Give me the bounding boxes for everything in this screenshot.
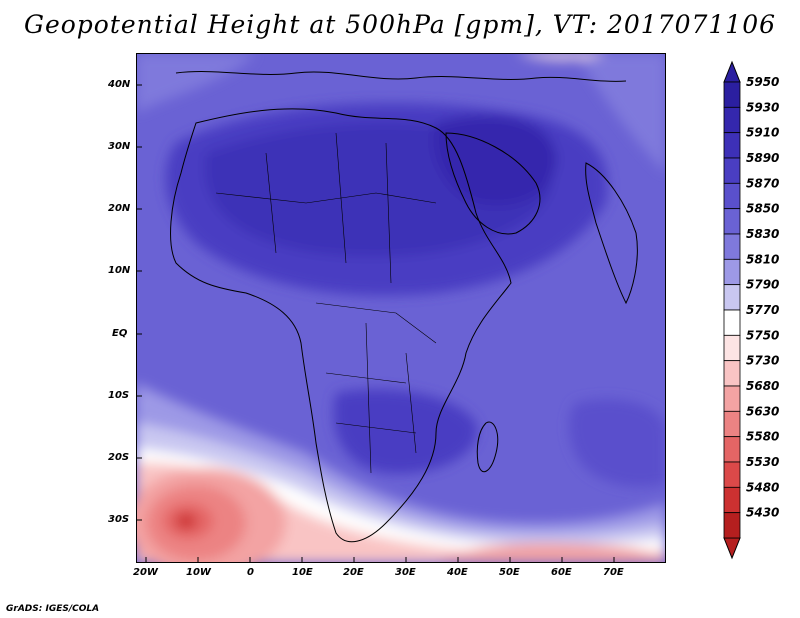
colorbar-level-label: 5950 <box>746 75 779 89</box>
contour-5890-indian-ocean <box>569 399 666 487</box>
lon-tick-label: 40E <box>447 567 468 578</box>
colorbar-swatch <box>723 182 741 210</box>
lat-tick-label: 40N <box>108 79 131 90</box>
map-frame <box>136 53 666 563</box>
colorbar-level-label: 5890 <box>746 151 779 165</box>
colorbar-level-label: 5850 <box>746 202 779 216</box>
contour-5770-top <box>516 53 606 60</box>
colorbar-swatch <box>723 233 741 260</box>
colorbar-swatch <box>723 208 741 235</box>
colorbar-swatch <box>723 284 741 311</box>
colorbar-level-label: 5530 <box>746 455 779 469</box>
lon-tick-label: 10E <box>292 567 313 578</box>
europe-coastline <box>175 71 627 82</box>
lon-tick-label: 50E <box>499 567 520 578</box>
border-line <box>365 322 417 474</box>
lon-tick-label: 20E <box>343 567 364 578</box>
lon-tick-label: 60E <box>551 567 572 578</box>
colorbar-swatch <box>723 385 741 412</box>
credit-text: GrADS: IGES/COLA <box>6 604 100 614</box>
lon-tick-label: 10W <box>186 567 211 578</box>
borders <box>215 132 437 474</box>
axis-ticks <box>136 84 615 563</box>
geopotential-map <box>136 53 666 563</box>
colorbar-swatch <box>723 436 741 463</box>
lat-tick-label: 20N <box>108 203 131 214</box>
colorbar-swatch <box>723 360 741 387</box>
colorbar-swatch <box>723 410 741 438</box>
colorbar-swatch <box>723 486 741 514</box>
colorbar-swatch <box>723 258 741 286</box>
colorbar-level-label: 5480 <box>746 480 779 494</box>
lat-tick-label: 10N <box>108 265 131 276</box>
colorbar-swatch <box>723 461 741 488</box>
lat-tick-label: 30S <box>108 514 130 525</box>
contour-5930-arabia <box>433 115 557 206</box>
contour-5680-southern-ocean <box>436 543 666 563</box>
colorbar-swatch <box>723 157 741 184</box>
africa-coastline <box>170 108 512 543</box>
colorbar-level-label: 5870 <box>746 176 779 190</box>
colorbar-swatch <box>723 132 741 159</box>
colorbar: 5950 5930 5910 5890 5870 5850 5830 5810 5790 5770… <box>723 60 779 560</box>
arabia-coastline <box>445 132 541 235</box>
lon-tick-label: 0 <box>247 567 254 578</box>
border-line <box>265 132 392 284</box>
colorbar-bottom-arrow <box>723 537 741 560</box>
lon-tick-label: 20W <box>133 567 158 578</box>
contour-5850-northeast <box>576 53 666 173</box>
lat-tick-label: 20S <box>108 452 130 463</box>
map-title: Geopotential Height at 500hPa [gpm], VT:… <box>23 10 777 39</box>
colorbar-level-label: 5580 <box>746 430 779 444</box>
colorbar-level-label: 5630 <box>746 404 779 418</box>
low-5530 <box>176 513 196 529</box>
colorbar-level-label: 5430 <box>746 506 779 520</box>
lat-tick-label: 10S <box>108 390 130 401</box>
coastlines <box>170 71 638 543</box>
border-line <box>315 302 437 434</box>
colorbar-level-label: 5910 <box>746 126 779 140</box>
india-coastline <box>585 162 638 305</box>
lat-tick-label: EQ <box>112 328 128 339</box>
colorbar-swatch <box>723 106 741 134</box>
colorbar-level-label: 5830 <box>746 227 779 241</box>
colorbar-swatch <box>723 81 741 108</box>
colorbar-swatch <box>723 309 741 336</box>
colorbar-swatch <box>723 334 741 362</box>
colorbar-level-label: 5750 <box>746 328 779 342</box>
colorbar-level-label: 5770 <box>746 303 779 317</box>
colorbar-level-label: 5790 <box>746 278 779 292</box>
colorbar-level-label: 5730 <box>746 354 779 368</box>
colorbar-swatch <box>723 512 741 539</box>
colorbar-level-label: 5810 <box>746 252 779 266</box>
contour-5850-northwest <box>136 53 256 113</box>
lon-tick-label: 30E <box>395 567 416 578</box>
colorbar-top-arrow <box>723 60 741 83</box>
colorbar-level-label: 5930 <box>746 100 779 114</box>
colorbar-level-label: 5680 <box>746 379 779 393</box>
madagascar-coastline <box>476 421 499 473</box>
lon-tick-label: 70E <box>603 567 624 578</box>
lat-tick-label: 30N <box>108 141 131 152</box>
